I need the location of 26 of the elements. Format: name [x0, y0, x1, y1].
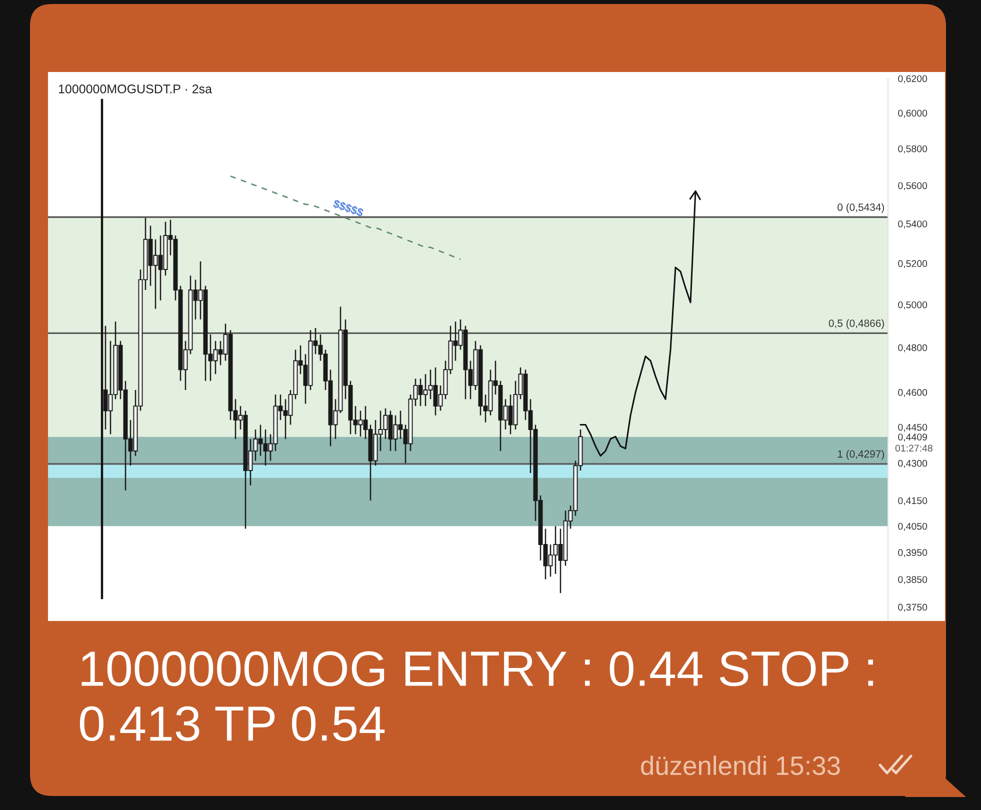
annotation: $$$$$ [332, 198, 364, 218]
y-tick-label: 0,4800 [898, 344, 928, 352]
text: 1000000MOG ENTRY : 0.44 STOP : 0.413 TP 0.54 [80, 651, 873, 742]
y-tick-label: 0,5600 [898, 182, 928, 190]
y-tick-label: 0,4409 [898, 434, 927, 442]
y-tick-label: 0,4300 [898, 460, 928, 468]
y-tick-label: 0,5200 [898, 260, 928, 268]
y-tick-label: 0,3850 [898, 576, 928, 584]
y-tick-label: 0,5000 [898, 301, 928, 310]
y-tick-label: 0,5400 [898, 220, 928, 228]
y-tick-label: 0,6000 [898, 110, 928, 118]
y-tick-label: 0,4050 [898, 522, 928, 531]
ref-line-label: 0 (0,5434) [838, 203, 884, 213]
y-tick-label: 0,5800 [898, 145, 928, 154]
chart-title: 1000000MOGUSDT.P · 2sa [58, 84, 212, 94]
ref-line-label: 0,5 (0,4866) [828, 319, 884, 330]
y-tick-label: 0,4450 [898, 424, 928, 432]
y-tick-label: 0,3950 [898, 549, 928, 558]
text: 01:27:48 [895, 444, 932, 452]
y-tick-label: 0,6200 [898, 75, 928, 84]
text: düzenlendi 15:33 [641, 756, 840, 776]
y-tick-label: 0,3750 [898, 604, 928, 612]
ref-line-label: 1 (0,4297) [838, 450, 884, 460]
line-series [230, 175, 462, 260]
y-tick-label: 0,4600 [898, 389, 928, 398]
y-tick-label: 0,4150 [898, 497, 928, 506]
